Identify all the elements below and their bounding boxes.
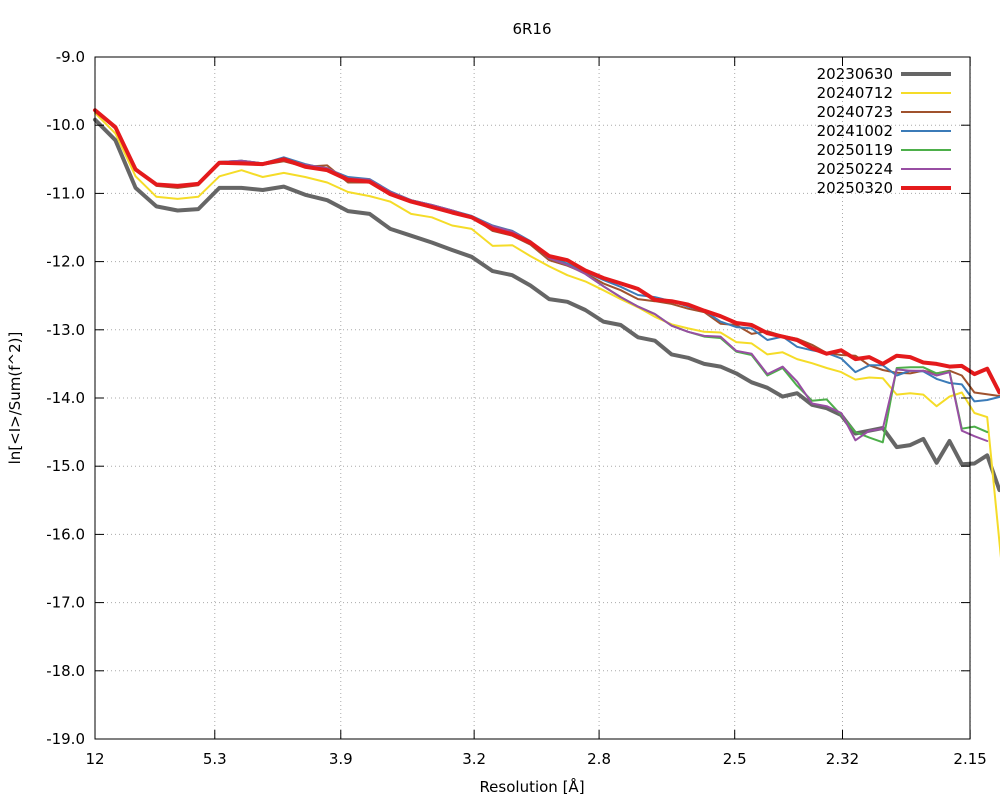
y-tick-label: -11.0 [46, 184, 85, 202]
legend-label: 20241002 [817, 122, 893, 140]
x-tick-label: 3.2 [462, 750, 486, 768]
y-tick-label: -9.0 [56, 48, 85, 66]
y-axis-title: ln[<I>/Sum(f^2)] [6, 332, 24, 465]
x-tick-label: 2.15 [953, 750, 986, 768]
legend-label: 20240723 [817, 103, 893, 121]
x-tick-label: 12 [85, 750, 104, 768]
x-tick-label: 2.5 [723, 750, 747, 768]
legend: 2023063020240712202407232024100220250119… [817, 65, 951, 197]
series-layer [93, 108, 1000, 559]
series-line-20250320 [93, 108, 1000, 395]
y-tick-label: -12.0 [46, 253, 85, 271]
legend-label: 20230630 [817, 65, 893, 83]
y-tick-label: -10.0 [46, 116, 85, 134]
y-tick-label: -16.0 [46, 525, 85, 543]
legend-label: 20250320 [817, 179, 893, 197]
x-tick-label: 2.8 [587, 750, 611, 768]
chart-title: 6R16 [512, 20, 551, 38]
x-tick-label: 3.9 [329, 750, 353, 768]
y-tick-label: -17.0 [46, 594, 85, 612]
legend-label: 20250119 [817, 141, 893, 159]
y-tick-label: -13.0 [46, 321, 85, 339]
series-line-20230630 [93, 117, 1000, 493]
x-tick-label: 2.32 [826, 750, 859, 768]
x-tick-label: 5.3 [203, 750, 227, 768]
y-tick-label: -15.0 [46, 457, 85, 475]
legend-label: 20240712 [817, 84, 893, 102]
y-tick-label: -14.0 [46, 389, 85, 407]
legend-label: 20250224 [817, 160, 893, 178]
y-tick-label: -19.0 [46, 730, 85, 748]
ticks: -9.0 -10.0 -11.0 -12.0 -13.0 -14.0 -15.0 -16.0 -… [46, 48, 987, 768]
x-axis-title: Resolution [Å] [479, 777, 584, 796]
y-tick-label: -18.0 [46, 662, 85, 680]
